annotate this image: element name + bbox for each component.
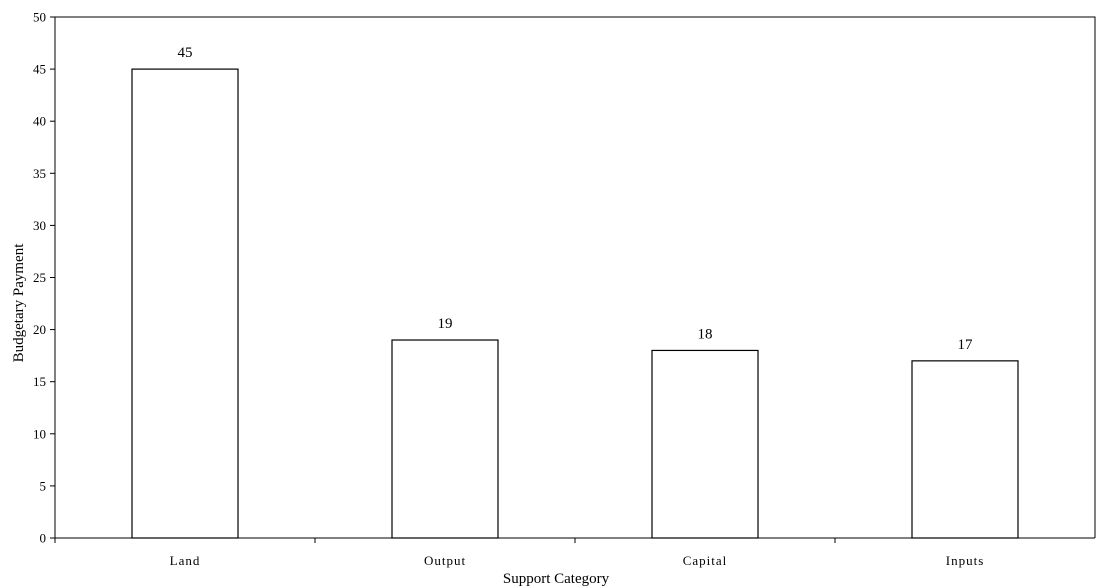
y-tick-label: 20 (33, 322, 46, 337)
bar-capital (651, 349, 759, 539)
y-tick-label: 25 (33, 270, 46, 285)
data-label-land: 45 (178, 45, 193, 61)
data-labels: 45 19 18 17 (178, 45, 974, 353)
data-label-output: 19 (438, 316, 453, 332)
y-axis: 0 5 10 15 20 25 30 35 40 45 50 (33, 10, 55, 546)
bar-land (131, 68, 239, 539)
x-tick-label-output: Output (424, 553, 466, 568)
data-label-inputs: 17 (958, 337, 974, 353)
y-tick-label: 35 (33, 166, 46, 181)
y-axis-title: Budgetary Payment (11, 243, 27, 363)
x-axis-title: Support Category (503, 571, 610, 586)
x-tick-label-land: Land (170, 553, 201, 568)
bar-inputs (911, 360, 1019, 539)
y-tick-label: 50 (33, 10, 46, 25)
y-tick-label: 15 (33, 374, 46, 389)
y-tick-label: 0 (40, 531, 47, 546)
y-tick-label: 10 (33, 426, 46, 441)
x-axis: Land Output Capital Inputs (54, 537, 1095, 568)
data-label-capital: 18 (698, 326, 713, 342)
bars (131, 68, 1019, 539)
y-tick-label: 45 (33, 62, 46, 77)
x-tick-label-capital: Capital (683, 553, 728, 568)
y-tick-label: 5 (40, 478, 47, 493)
y-tick-label: 30 (33, 218, 46, 233)
x-tick-label-inputs: Inputs (946, 553, 985, 568)
bar-output (391, 339, 499, 539)
y-tick-label: 40 (33, 114, 46, 129)
